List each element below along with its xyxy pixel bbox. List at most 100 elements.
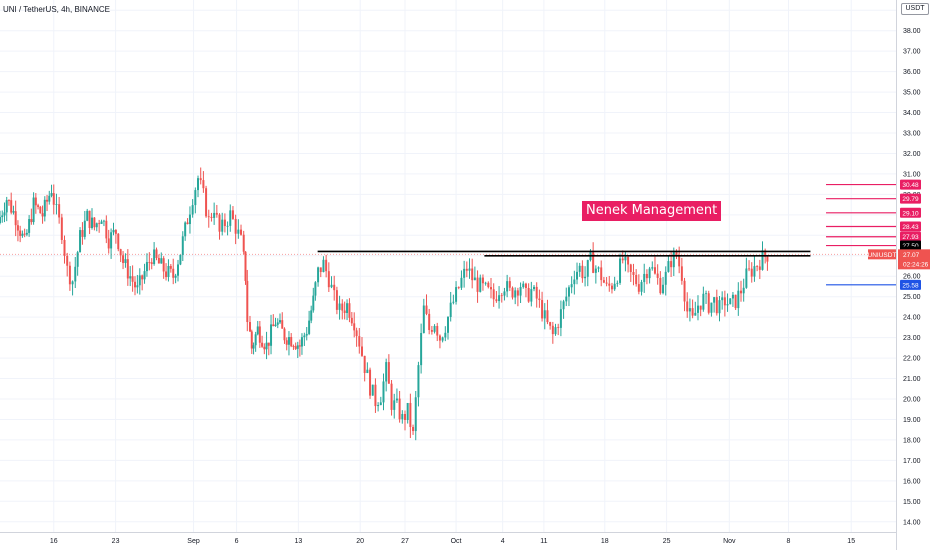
candle-body <box>519 287 522 296</box>
candle-body <box>562 301 565 310</box>
y-tick-label: 38.00 <box>903 28 921 35</box>
price-tag: 25.58 <box>900 279 921 290</box>
candle-body <box>683 280 686 302</box>
candle-body <box>252 345 255 349</box>
candle-body <box>721 297 724 301</box>
candle-body <box>382 381 385 403</box>
candle-body <box>422 305 425 334</box>
candle-body <box>508 281 511 288</box>
candle-body <box>86 210 89 221</box>
candle-body <box>495 299 498 302</box>
candle-body <box>412 426 415 432</box>
candle-body <box>632 272 635 275</box>
candle-body <box>52 193 55 205</box>
candle-body <box>34 197 37 206</box>
candle-body <box>527 287 530 302</box>
current-price-tag: UNIUSDT 27.07 02:24:26 <box>868 249 930 270</box>
candle-body <box>274 324 277 327</box>
candle-body <box>766 256 769 262</box>
price-tag-bg <box>900 179 921 190</box>
candle-body <box>265 342 268 350</box>
candle-body <box>764 250 767 257</box>
candle-body <box>39 206 42 214</box>
price-tag-label: 28.43 <box>902 224 919 231</box>
price-tag: 29.79 <box>900 193 921 204</box>
candle-body <box>30 219 33 223</box>
candle-body <box>551 325 554 335</box>
candle-body <box>686 301 689 312</box>
candle-body <box>522 283 525 288</box>
candle-body <box>138 275 141 286</box>
candle-body <box>662 284 665 294</box>
candle-body <box>441 337 444 341</box>
candle-body <box>374 384 377 407</box>
candle-body <box>1 215 4 218</box>
candle-body <box>237 229 240 234</box>
symbol-tag-label: UNIUSDT <box>868 252 897 259</box>
candle-body <box>141 275 144 280</box>
symbol-tag-bg <box>868 249 896 260</box>
y-tick-label: 35.00 <box>903 90 921 97</box>
candle-body <box>60 217 63 240</box>
candle-body <box>406 402 409 420</box>
candle-body <box>197 178 200 191</box>
candle-body <box>153 249 156 265</box>
candle-body <box>758 266 761 270</box>
candle-body <box>7 200 10 201</box>
candle-body <box>586 260 589 277</box>
y-tick-label: 14.00 <box>903 519 921 526</box>
candle-body <box>210 216 213 218</box>
candle-body <box>737 290 740 309</box>
candle-body <box>621 258 624 261</box>
candle-body <box>145 262 148 272</box>
candle-body <box>554 327 557 335</box>
candle-body <box>37 205 40 207</box>
candle-body <box>244 251 247 281</box>
x-tick-label: 11 <box>540 538 547 545</box>
candle-body <box>68 265 71 285</box>
candle-body <box>133 281 136 288</box>
candle-body <box>438 335 441 341</box>
currency-button[interactable]: USDT <box>901 3 929 15</box>
candle-body <box>713 297 716 303</box>
candle-body <box>487 282 490 288</box>
candle-body <box>298 345 301 347</box>
chart-title: UNI / TetherUS, 4h, BINANCE <box>3 5 110 14</box>
candle-body <box>303 335 306 338</box>
candle-body <box>567 287 570 297</box>
candle-body <box>218 214 221 232</box>
candle-body <box>688 308 691 312</box>
candle-body <box>261 342 264 347</box>
candle-body <box>202 180 205 189</box>
candle-body <box>136 285 139 288</box>
y-tick-label: 34.00 <box>903 110 921 117</box>
candle-body <box>240 229 243 235</box>
candle-body <box>157 257 160 264</box>
candle-body <box>479 277 482 292</box>
candle-body <box>98 223 101 225</box>
candle-body <box>659 277 662 294</box>
price-tag-label: 29.10 <box>902 210 919 217</box>
candle-body <box>460 277 463 288</box>
candle-body <box>287 337 290 345</box>
price-tag-bg <box>900 231 921 242</box>
candle-body <box>281 320 284 329</box>
candle-body <box>58 204 61 218</box>
candle-body <box>511 287 514 298</box>
candle-body <box>465 268 468 271</box>
candle-body <box>226 225 229 227</box>
candle-body <box>729 298 732 305</box>
candle-body <box>258 326 261 343</box>
candle-body <box>148 262 151 263</box>
candle-body <box>184 222 187 237</box>
y-tick-label: 20.00 <box>903 397 921 404</box>
candle-body <box>619 258 622 283</box>
candle-body <box>699 305 702 310</box>
candle-body <box>343 310 346 313</box>
candle-body <box>112 229 115 233</box>
candle-body <box>234 218 237 234</box>
y-tick-label: 17.00 <box>903 458 921 465</box>
candle-body <box>242 234 245 252</box>
